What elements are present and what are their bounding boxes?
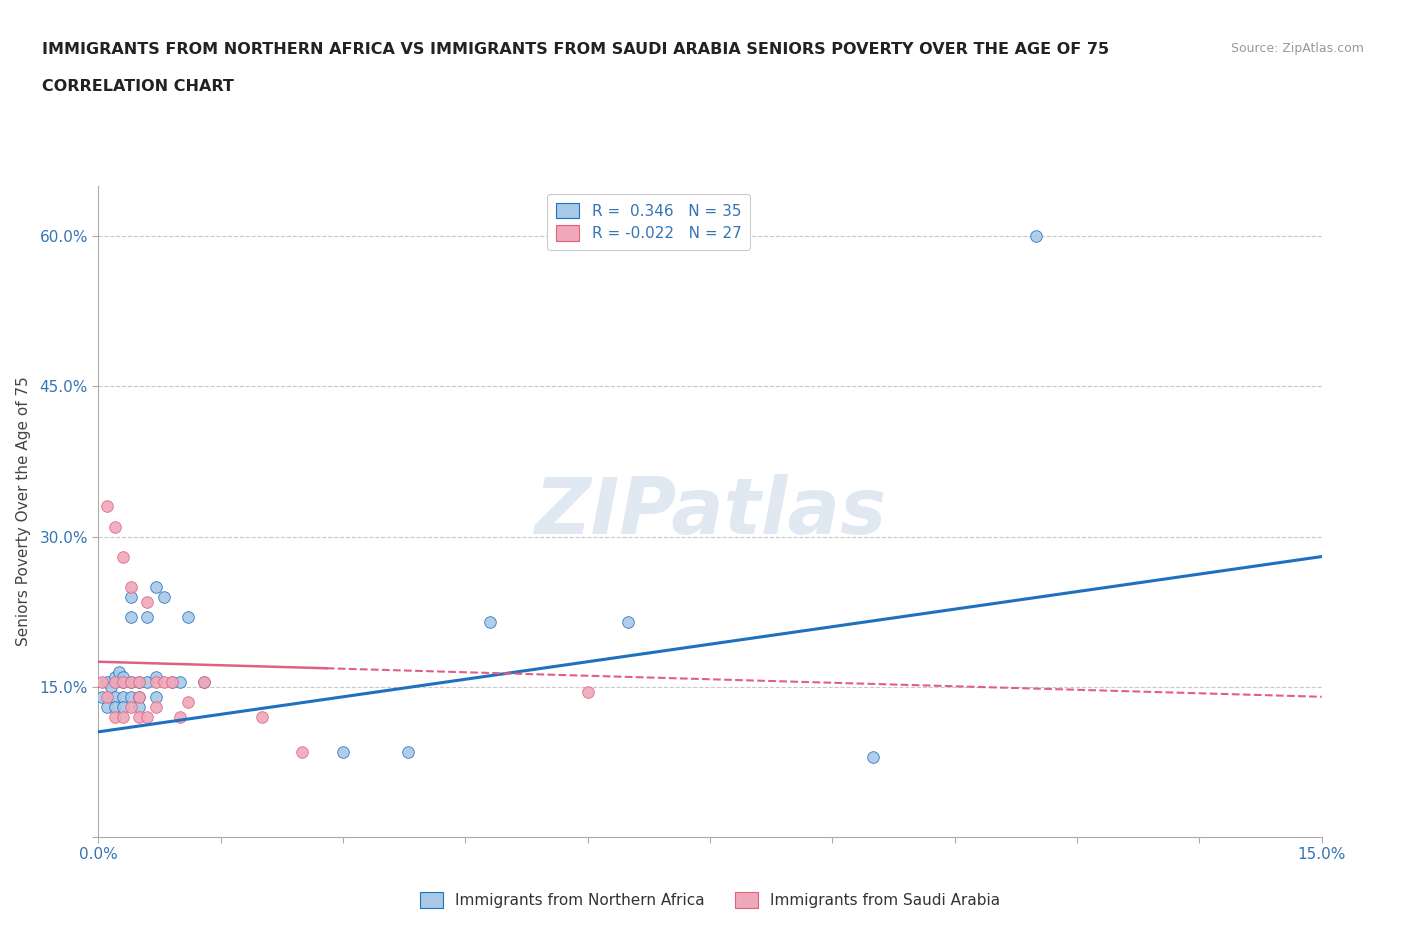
Point <box>332 744 354 759</box>
Point <box>120 699 142 714</box>
Point <box>111 689 134 704</box>
Point <box>104 699 127 714</box>
Point <box>160 674 183 689</box>
Point <box>145 689 167 704</box>
Point <box>617 614 640 629</box>
Point <box>128 710 150 724</box>
Text: ZIPatlas: ZIPatlas <box>534 473 886 550</box>
Point <box>169 710 191 724</box>
Point <box>128 699 150 714</box>
Point <box>152 674 174 689</box>
Point <box>104 674 127 689</box>
Point <box>145 699 167 714</box>
Text: CORRELATION CHART: CORRELATION CHART <box>42 79 233 94</box>
Point <box>145 670 167 684</box>
Point <box>128 674 150 689</box>
Point <box>111 549 134 564</box>
Point <box>250 710 273 724</box>
Point <box>576 684 599 699</box>
Point <box>136 609 159 624</box>
Point <box>104 710 127 724</box>
Point <box>120 590 142 604</box>
Point <box>152 590 174 604</box>
Point <box>396 744 419 759</box>
Point <box>193 674 215 689</box>
Point <box>104 519 127 534</box>
Point <box>136 674 159 689</box>
Point <box>128 689 150 704</box>
Point <box>862 750 884 764</box>
Point <box>104 689 127 704</box>
Point <box>111 670 134 684</box>
Point <box>128 689 150 704</box>
Point <box>120 579 142 594</box>
Point <box>291 744 314 759</box>
Point <box>478 614 501 629</box>
Point <box>120 674 142 689</box>
Text: Source: ZipAtlas.com: Source: ZipAtlas.com <box>1230 42 1364 55</box>
Point <box>177 695 200 710</box>
Point <box>111 674 134 689</box>
Point <box>145 579 167 594</box>
Legend: Immigrants from Northern Africa, Immigrants from Saudi Arabia: Immigrants from Northern Africa, Immigra… <box>413 885 1007 914</box>
Point <box>136 710 159 724</box>
Point <box>145 674 167 689</box>
Point <box>96 689 118 704</box>
Point <box>111 710 134 724</box>
Point <box>111 674 134 689</box>
Y-axis label: Seniors Poverty Over the Age of 75: Seniors Poverty Over the Age of 75 <box>17 377 31 646</box>
Point <box>160 674 183 689</box>
Point <box>91 674 114 689</box>
Point <box>104 670 127 684</box>
Point <box>169 674 191 689</box>
Point <box>120 609 142 624</box>
Text: IMMIGRANTS FROM NORTHERN AFRICA VS IMMIGRANTS FROM SAUDI ARABIA SENIORS POVERTY : IMMIGRANTS FROM NORTHERN AFRICA VS IMMIG… <box>42 42 1109 57</box>
Point <box>177 609 200 624</box>
Point <box>120 689 142 704</box>
Point <box>1025 229 1047 244</box>
Point <box>128 674 150 689</box>
Point <box>193 674 215 689</box>
Point <box>120 674 142 689</box>
Point <box>136 594 159 609</box>
Point <box>111 699 134 714</box>
Point <box>96 674 118 689</box>
Point <box>96 499 118 514</box>
Point <box>91 689 114 704</box>
Point <box>108 664 131 679</box>
Point <box>96 699 118 714</box>
Point <box>100 679 122 694</box>
